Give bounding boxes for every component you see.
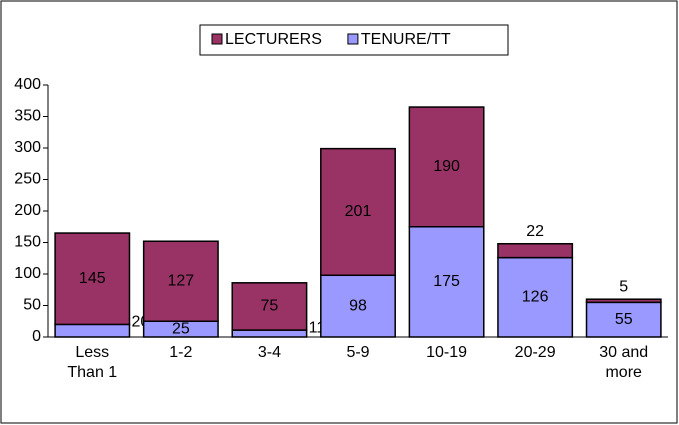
data-label: 22 (526, 223, 544, 240)
data-label: 127 (168, 272, 195, 289)
data-label: 75 (261, 298, 279, 315)
legend-swatch (347, 33, 359, 45)
bar-segment (231, 282, 308, 331)
data-label: 175 (433, 273, 460, 290)
y-tick-label: 100 (14, 265, 41, 282)
legend-swatch (211, 33, 223, 45)
y-tick-label: 300 (14, 139, 41, 156)
bar-segment (408, 226, 485, 338)
data-label: 25 (172, 320, 190, 337)
x-tick-label: 10-19 (426, 344, 468, 361)
y-tick-label: 400 (14, 76, 41, 93)
bar-segment (585, 298, 662, 304)
bar-segment (497, 256, 574, 338)
legend-label: TENURE/TT (361, 31, 451, 48)
x-tick-label: 5-9 (346, 344, 370, 361)
data-label: 55 (615, 311, 633, 328)
legend-label: LECTURERS (225, 31, 322, 48)
data-label: 98 (349, 297, 367, 314)
data-label: 5 (619, 278, 628, 295)
bar-segment (408, 106, 485, 228)
y-tick-label: 250 (14, 171, 41, 188)
x-tick-label: Less Than 1 (67, 344, 118, 381)
data-label: 201 (345, 203, 372, 220)
y-tick-label: 200 (14, 202, 41, 219)
y-tick-label: 50 (23, 297, 41, 314)
data-label: 145 (79, 270, 106, 287)
y-tick-label: 150 (14, 234, 41, 251)
x-tick-label: 3-4 (257, 344, 281, 361)
x-tick-label: 20-29 (514, 344, 556, 361)
bar-segment (54, 323, 131, 338)
bar-segment (497, 243, 574, 259)
data-label: 126 (522, 289, 549, 306)
x-tick-label: 1-2 (169, 344, 193, 361)
x-tick-label: 30 and more (599, 344, 649, 381)
bar-segment (142, 240, 219, 323)
bar-segment (320, 147, 396, 277)
y-tick-label: 350 (14, 108, 41, 125)
bar-segment (585, 301, 662, 338)
bar-segment (231, 329, 308, 338)
data-label: 190 (433, 158, 460, 175)
bar-segment (54, 232, 131, 326)
y-tick-label: 0 (32, 328, 41, 345)
